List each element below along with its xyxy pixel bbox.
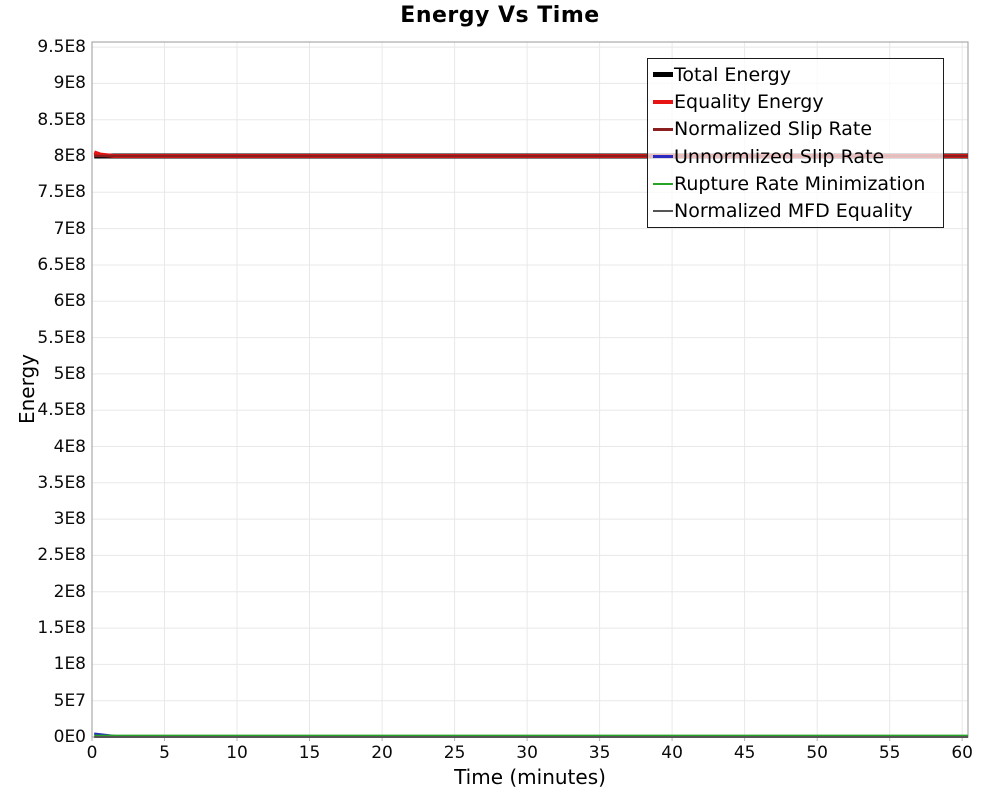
x-tick-label: 20 (371, 743, 393, 763)
y-tick-label: 7E8 (53, 218, 86, 239)
chart-title: Energy Vs Time (400, 3, 600, 28)
y-tick-label: 7.5E8 (37, 182, 86, 203)
legend-swatch-line (653, 182, 673, 186)
legend-item: Rupture Rate Minimization (653, 170, 941, 197)
legend-swatch-line (653, 99, 673, 104)
x-tick-label: 45 (733, 743, 756, 763)
x-tick-label: 0 (86, 743, 98, 763)
x-tick-label: 35 (588, 743, 611, 763)
x-tick-label: 55 (878, 743, 901, 763)
x-axis-title: Time (minutes) (454, 765, 606, 789)
y-tick-label: 5E8 (53, 363, 86, 384)
x-tick-label: 25 (443, 743, 466, 763)
legend-item-label: Normalized Slip Rate (674, 118, 873, 141)
legend-swatch-line (653, 155, 673, 158)
y-tick-label: 0E0 (53, 727, 86, 747)
y-tick-label: 1.5E8 (37, 618, 86, 639)
y-tick-label: 2E8 (53, 581, 86, 602)
y-tick-label: 8E8 (53, 146, 86, 167)
legend-item: Equality Energy (653, 88, 941, 115)
legend-item-label: Unnormlized Slip Rate (674, 145, 885, 168)
legend-item-label: Normalized MFD Equality (674, 200, 913, 223)
x-tick-label: 60 (951, 743, 973, 763)
y-tick-label: 3.5E8 (37, 472, 86, 493)
legend-swatch-line (653, 72, 673, 78)
y-tick-label: 3E8 (53, 509, 86, 530)
y-tick-label: 5E7 (53, 690, 86, 711)
legend-item: Normalized Slip Rate (653, 116, 941, 143)
y-tick-label: 6.5E8 (37, 254, 86, 275)
legend-item: Total Energy (653, 61, 941, 88)
legend-item-label: Rupture Rate Minimization (674, 172, 926, 195)
y-tick-label: 4E8 (53, 436, 86, 457)
y-tick-label: 9.5E8 (37, 37, 86, 58)
legend-item-label: Total Energy (674, 63, 791, 86)
x-tick-label: 30 (516, 743, 538, 763)
x-tick-label: 40 (661, 743, 683, 763)
legend-swatch-line (653, 210, 673, 213)
y-tick-label: 2.5E8 (37, 545, 86, 566)
y-tick-label: 9E8 (53, 73, 86, 94)
legend-item: Unnormlized Slip Rate (653, 143, 941, 170)
legend-item-label: Equality Energy (674, 90, 824, 113)
y-tick-label: 6E8 (53, 291, 86, 312)
legend: Total Energy Equality Energy Normalized Sl… (647, 58, 944, 228)
y-tick-label: 1E8 (53, 654, 86, 675)
y-tick-label: 4.5E8 (37, 400, 86, 421)
x-tick-label: 15 (298, 743, 321, 763)
x-tick-label: 10 (226, 743, 248, 763)
legend-swatch-line (653, 128, 673, 131)
legend-item: Normalized MFD Equality (653, 198, 941, 225)
y-tick-label: 8.5E8 (37, 109, 86, 130)
x-tick-label: 50 (806, 743, 828, 763)
x-tick-label: 5 (159, 743, 170, 763)
y-tick-label: 5.5E8 (37, 327, 86, 348)
